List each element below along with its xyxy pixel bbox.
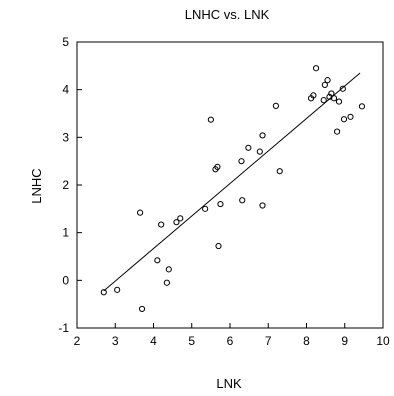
x-tick-label: 10 <box>376 334 390 348</box>
x-tick-label: 7 <box>265 334 272 348</box>
y-tick-label: 0 <box>62 273 69 287</box>
x-tick-label: 4 <box>150 334 157 348</box>
data-point <box>177 215 184 222</box>
y-tick-label: 3 <box>62 130 69 144</box>
data-point <box>347 113 354 120</box>
plot-area: 2 3 4 5 6 7 8 9 10 -1 0 1 2 3 4 5 <box>58 35 390 348</box>
plot-frame <box>76 41 384 329</box>
x-axis-label: LNK <box>216 376 242 391</box>
data-point <box>330 95 338 102</box>
y-tick-label: 5 <box>62 35 69 49</box>
data-point <box>158 221 165 228</box>
data-point <box>214 163 221 170</box>
fit-line <box>103 72 361 292</box>
x-tick-label: 6 <box>227 334 234 348</box>
data-point <box>239 197 246 204</box>
data-point <box>339 85 346 92</box>
data-point <box>165 266 172 273</box>
data-point <box>100 289 107 296</box>
x-tick-label: 8 <box>303 334 310 348</box>
data-point <box>207 116 214 123</box>
data-point <box>324 77 331 84</box>
data-point <box>334 128 341 135</box>
data-point <box>114 286 121 293</box>
y-tick-label: 2 <box>62 178 69 192</box>
data-point <box>272 102 279 109</box>
data-point <box>335 98 343 105</box>
data-point <box>312 65 320 72</box>
data-point <box>256 148 263 155</box>
data-point <box>217 200 224 208</box>
x-tick-label: 2 <box>74 334 81 348</box>
data-point <box>238 158 245 165</box>
y-tick-label: 1 <box>62 226 69 240</box>
data-point <box>328 90 335 97</box>
x-tick-label: 9 <box>341 334 348 348</box>
data-point <box>321 81 328 89</box>
y-tick-label: 4 <box>62 83 69 97</box>
data-point <box>340 116 348 123</box>
data-point <box>138 305 146 313</box>
y-axis-label: LNHC <box>29 168 44 203</box>
data-point <box>310 92 317 99</box>
data-point <box>276 168 283 175</box>
data-point <box>173 219 180 226</box>
chart-title: LNHC vs. LNK <box>185 7 270 22</box>
data-point <box>358 103 366 110</box>
data-point <box>245 144 252 151</box>
data-point <box>154 257 161 264</box>
data-point <box>259 132 266 139</box>
y-tick-label: -1 <box>58 321 69 335</box>
data-point <box>137 209 144 216</box>
data-point <box>215 242 222 250</box>
x-tick-label: 5 <box>188 334 195 348</box>
data-point <box>202 205 209 212</box>
data-point <box>320 97 327 104</box>
data-point <box>259 202 266 209</box>
x-tick-label: 3 <box>112 334 119 348</box>
data-point <box>163 279 170 286</box>
